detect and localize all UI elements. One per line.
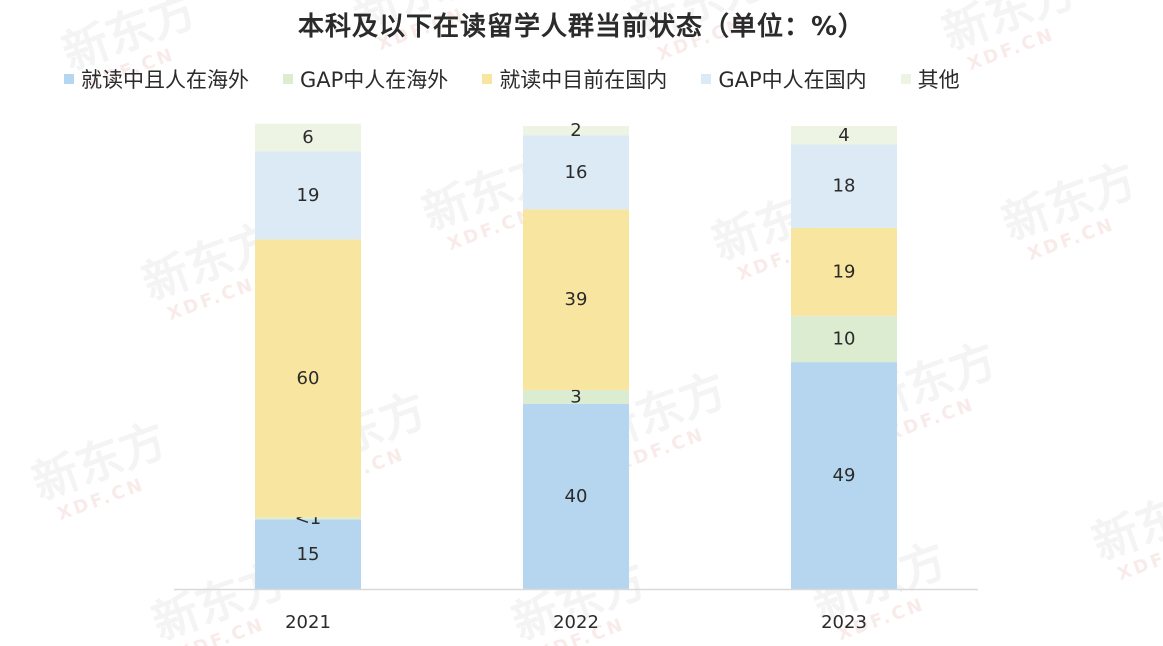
x-tick-label: 2022 [553,612,599,633]
legend-item: 其他 [900,64,960,94]
data-label: 16 [565,162,588,183]
data-label: 4 [838,125,849,146]
data-label: 19 [833,261,856,282]
legend-item: GAP中人在国内 [701,64,867,94]
bar-segment [255,123,361,152]
legend: 就读中且人在海外 GAP中人在海外 就读中目前在国内 GAP中人在国内 其他 [64,66,960,92]
legend-swatch [482,74,493,84]
data-label: 2 [570,120,581,141]
data-label: 19 [297,185,320,206]
bar-segment [791,126,897,145]
legend-label: 就读中目前在国内 [499,68,668,92]
bar-segment [255,239,361,518]
data-label: 15 [297,544,320,565]
bar-segment [523,126,629,136]
data-label: 49 [833,465,856,486]
bar-segment [791,144,897,228]
legend-item: GAP中人在海外 [283,64,448,94]
bar-segment [523,403,629,589]
data-label: 40 [565,486,588,507]
data-label: 3 [570,386,581,407]
data-label: 6 [302,127,313,148]
data-label: 18 [833,176,856,197]
x-tick-label: 2021 [285,612,331,633]
x-tick-label: 2023 [821,612,867,633]
legend-item: 就读中且人在海外 [64,64,249,94]
legend-swatch [900,74,911,84]
legend-swatch [64,74,74,84]
bar-segment [791,362,897,589]
bar-segment [791,315,897,363]
chart-title: 本科及以下在读留学人群当前状态（单位：%） [297,12,866,42]
bar-segment [523,209,629,390]
bar-segment [523,135,629,210]
legend-label: GAP中人在国内 [718,68,867,92]
bar-segment [523,389,629,404]
data-label: 39 [565,289,588,310]
data-label: 60 [297,368,320,389]
legend-label: GAP中人在海外 [300,68,449,92]
bar-segment [255,519,361,589]
bar-segment [255,151,361,240]
legend-label: 就读中且人在海外 [81,68,249,92]
data-label: 10 [833,328,856,349]
bar-segment [791,227,897,316]
bar-segment [255,517,361,520]
legend-item: 就读中目前在国内 [482,64,667,94]
legend-swatch [701,74,712,84]
legend-label: 其他 [917,68,960,92]
legend-swatch [283,74,293,84]
